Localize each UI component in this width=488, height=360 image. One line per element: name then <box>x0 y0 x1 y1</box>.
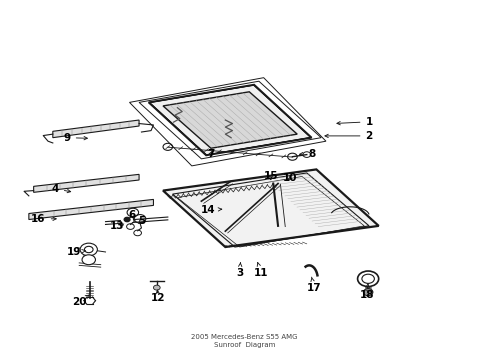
Text: 19: 19 <box>67 247 85 257</box>
Text: 2005 Mercedes-Benz S55 AMG
Sunroof  Diagram: 2005 Mercedes-Benz S55 AMG Sunroof Diagr… <box>191 334 297 348</box>
Circle shape <box>121 215 133 224</box>
Text: 4: 4 <box>51 184 70 194</box>
Text: 11: 11 <box>253 263 268 279</box>
Text: 18: 18 <box>359 284 373 300</box>
Circle shape <box>84 246 93 253</box>
Circle shape <box>124 217 130 222</box>
Polygon shape <box>148 85 311 155</box>
Text: 2: 2 <box>325 131 372 141</box>
Text: 3: 3 <box>236 263 243 279</box>
Text: 10: 10 <box>282 173 297 183</box>
Text: 17: 17 <box>306 277 321 293</box>
Circle shape <box>361 274 374 283</box>
Text: 12: 12 <box>151 290 165 303</box>
Circle shape <box>357 271 378 287</box>
Circle shape <box>363 289 372 296</box>
Polygon shape <box>53 120 139 138</box>
Text: 6: 6 <box>128 210 135 220</box>
Polygon shape <box>163 92 297 148</box>
Circle shape <box>82 255 95 265</box>
Polygon shape <box>29 199 153 220</box>
Text: 16: 16 <box>31 214 56 224</box>
Text: 13: 13 <box>110 221 124 231</box>
Text: 14: 14 <box>201 205 221 215</box>
Text: 1: 1 <box>336 117 372 127</box>
Text: 9: 9 <box>63 133 87 143</box>
Text: 5: 5 <box>138 216 145 226</box>
Polygon shape <box>163 170 378 247</box>
Circle shape <box>80 243 97 256</box>
Text: 15: 15 <box>263 171 278 181</box>
Text: 7: 7 <box>207 149 214 158</box>
Polygon shape <box>34 174 139 192</box>
Circle shape <box>153 285 160 290</box>
Text: 20: 20 <box>72 295 89 307</box>
Text: 8: 8 <box>299 149 315 158</box>
